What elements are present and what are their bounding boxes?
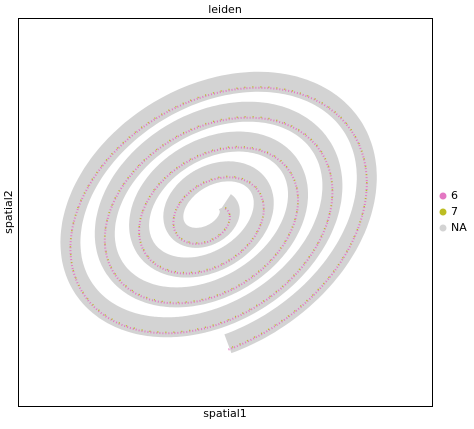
legend-label: NA [451, 221, 467, 234]
tissue-spiral [60, 71, 377, 354]
x-axis-label: spatial1 [203, 407, 247, 420]
legend: 6 7 NA [439, 189, 467, 234]
legend-marker [439, 192, 447, 200]
legend-marker [439, 208, 447, 216]
tissue-body [60, 71, 377, 354]
chart-title: leiden [208, 3, 242, 16]
legend-marker [439, 224, 447, 232]
legend-label: 7 [451, 205, 458, 218]
legend-label: 6 [451, 189, 458, 202]
y-axis-label: spatial2 [2, 190, 15, 234]
